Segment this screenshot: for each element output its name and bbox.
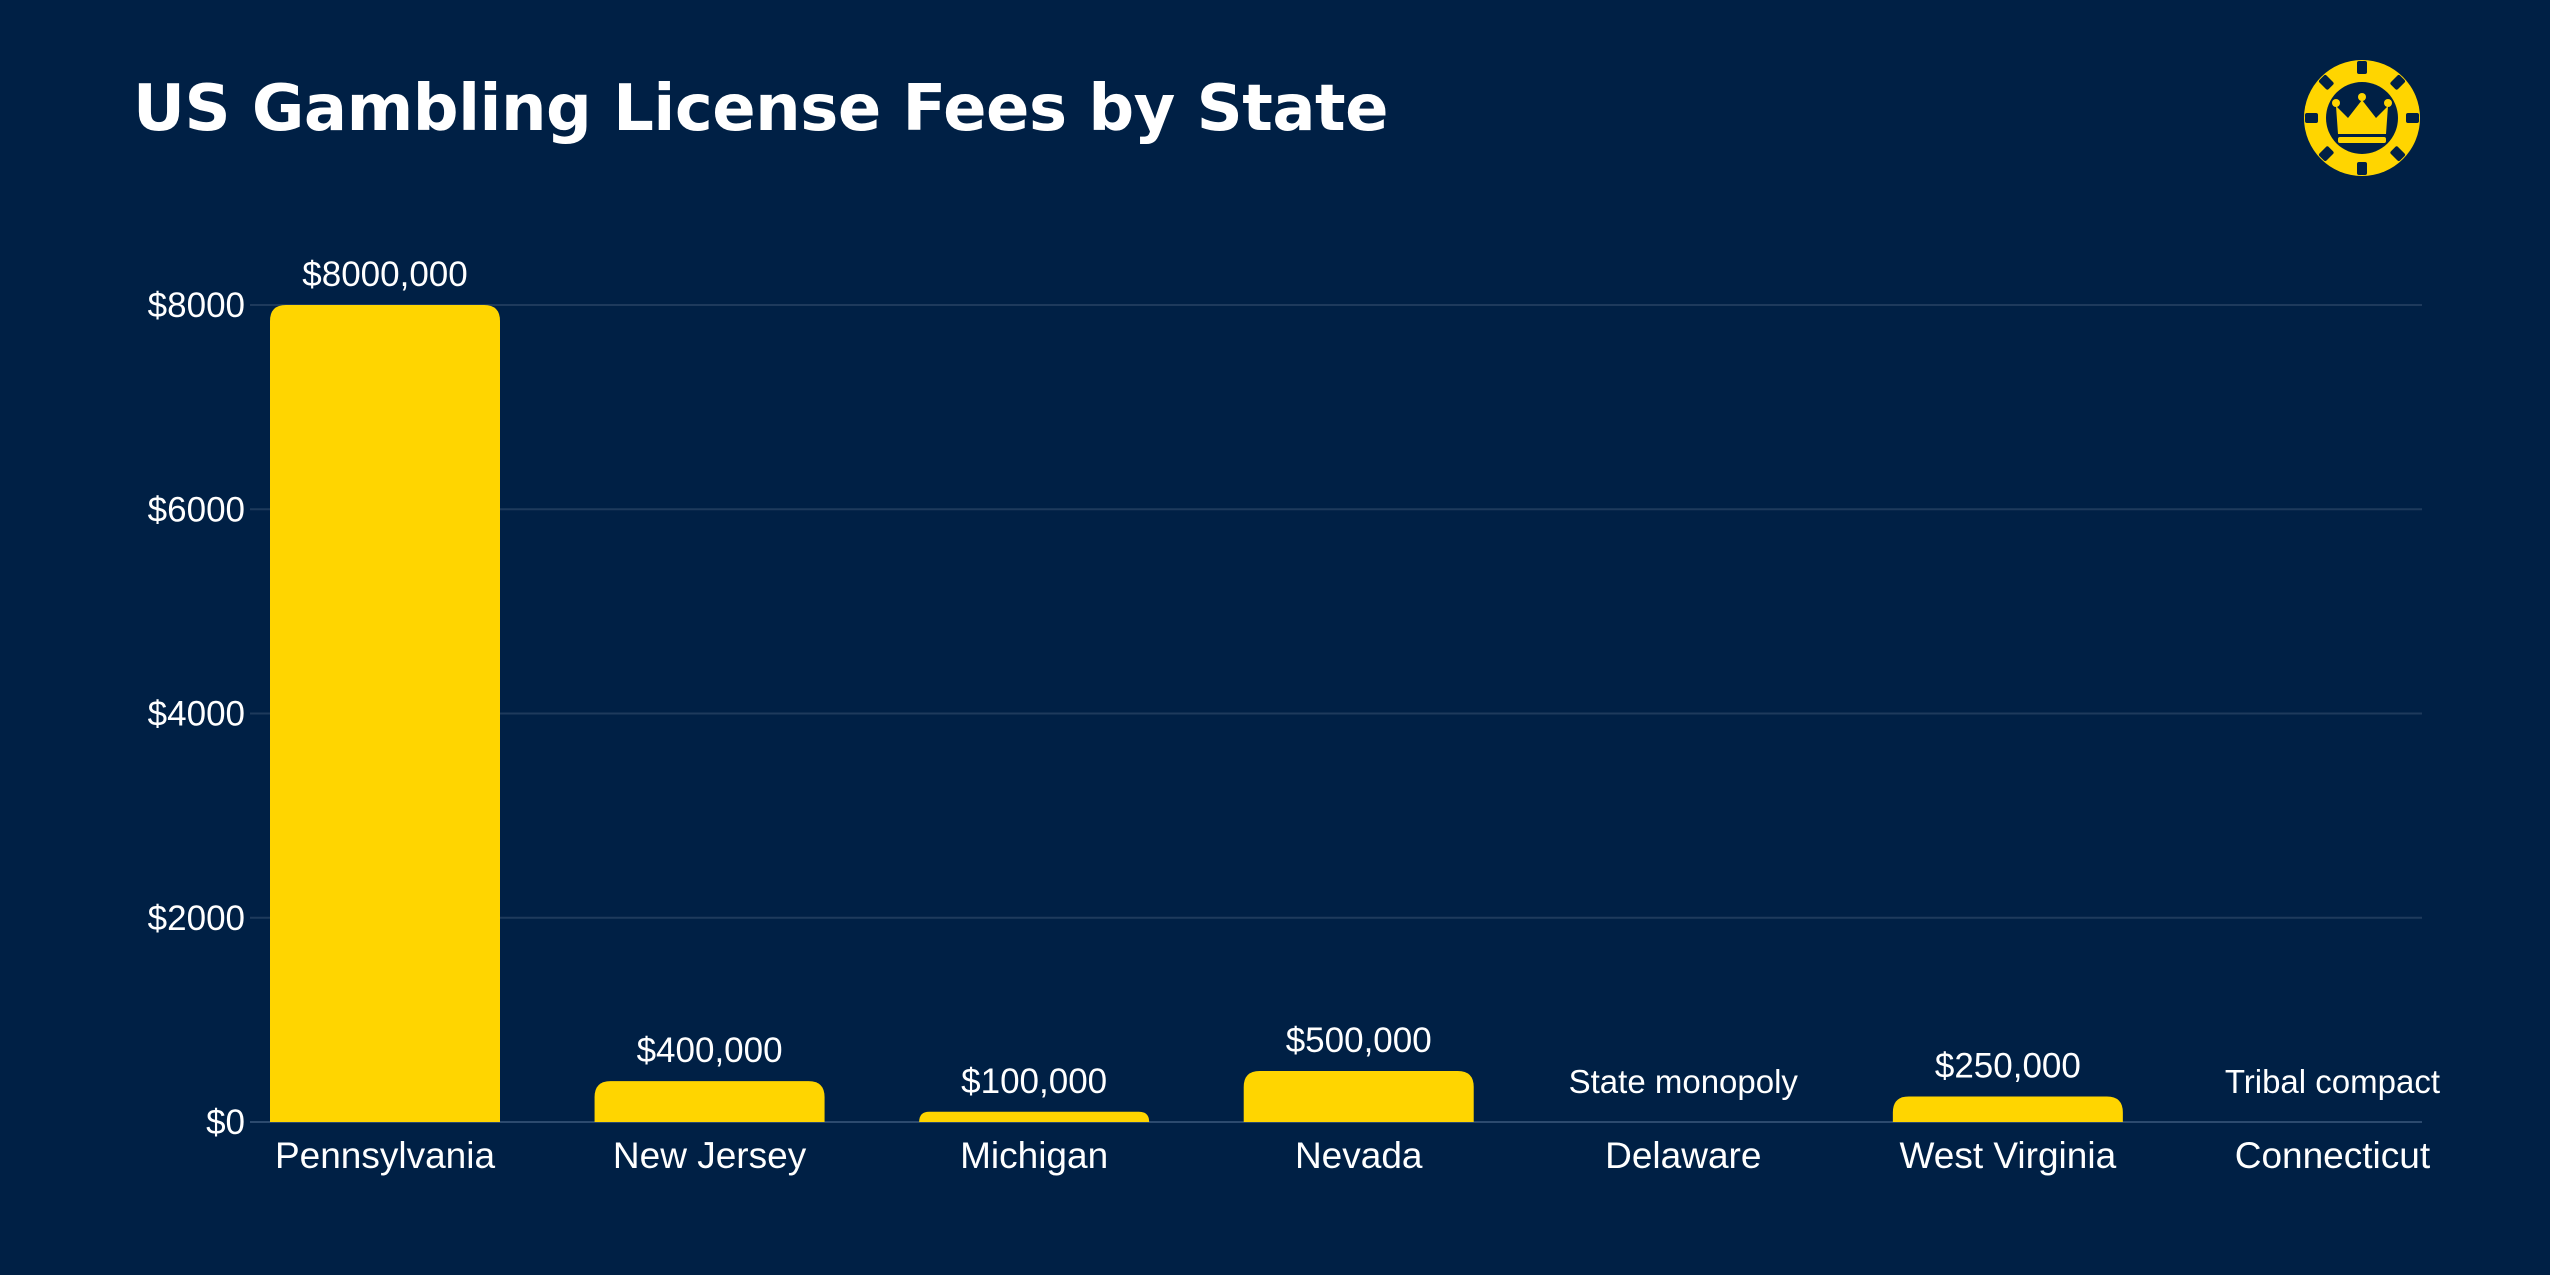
data-label: $8000,000	[302, 255, 467, 294]
x-tick-label: Nevada	[1295, 1135, 1423, 1176]
data-label: $400,000	[637, 1031, 783, 1070]
bar-new-jersey	[594, 1081, 825, 1122]
data-label: $250,000	[1935, 1046, 2081, 1085]
x-tick-label: Michigan	[960, 1135, 1108, 1176]
y-tick-label: $8000	[148, 286, 245, 325]
data-label: $500,000	[1286, 1021, 1432, 1060]
x-tick-label: New Jersey	[613, 1135, 807, 1176]
y-tick-label: $2000	[148, 899, 245, 938]
data-note: Tribal compact	[2225, 1063, 2440, 1100]
x-tick-label: Delaware	[1605, 1135, 1761, 1176]
data-label: $100,000	[961, 1062, 1107, 1101]
x-tick-label: Connecticut	[2235, 1135, 2431, 1176]
bar-west-virginia	[1892, 1096, 2123, 1122]
y-tick-label: $0	[206, 1103, 245, 1142]
crown-poker-chip-icon	[2304, 60, 2420, 176]
bar-michigan	[919, 1111, 1150, 1122]
y-tick-label: $6000	[148, 490, 245, 529]
data-note: State monopoly	[1569, 1063, 1799, 1100]
bar-pennsylvania	[270, 305, 500, 1122]
x-tick-label: West Virginia	[1900, 1135, 2117, 1176]
x-tick-label: Pennsylvania	[275, 1135, 496, 1176]
y-tick-label: $4000	[148, 695, 245, 734]
bar-nevada	[1243, 1070, 1474, 1122]
chart-title: US Gambling License Fees by State	[133, 72, 1389, 146]
